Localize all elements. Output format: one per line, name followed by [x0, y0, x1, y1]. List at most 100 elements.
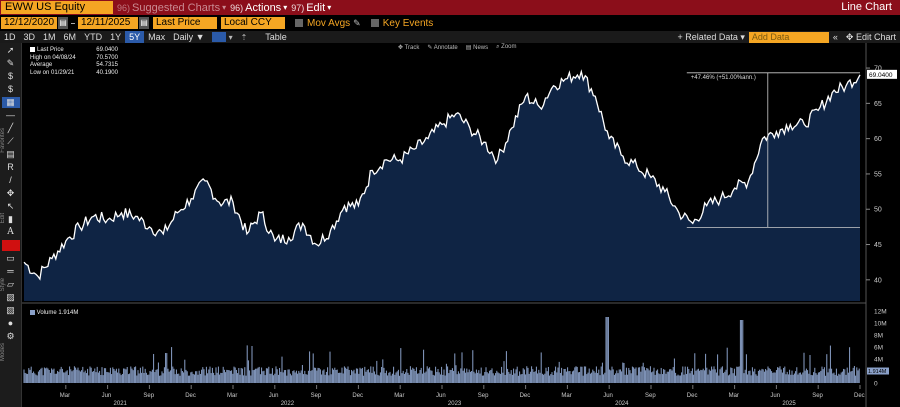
table-button[interactable]: Table [265, 32, 287, 42]
chart-type-label: Line Chart [841, 1, 892, 13]
chevron-down-icon: ▾ [222, 3, 227, 12]
trend-line-icon[interactable]: ╱ [7, 123, 14, 133]
period-1m[interactable]: 1M [43, 32, 56, 42]
zoom-button[interactable]: ⌕ Zoom [496, 44, 517, 50]
volume-tick-label: 12M [874, 309, 887, 316]
key-events-checkbox[interactable] [370, 19, 379, 27]
edit-label: Edit [306, 1, 326, 14]
legend-high-label: High on 04/08/24 [30, 54, 76, 61]
frequency-select[interactable]: Daily ▼ [169, 31, 208, 43]
style-label: Style [0, 278, 6, 292]
period-max[interactable]: Max [148, 32, 166, 42]
calendar-icon[interactable]: ▤ [139, 17, 149, 29]
currency-select[interactable]: Local CCY [221, 17, 285, 29]
grid-icon[interactable]: ▦ [1, 97, 20, 108]
volume-swatch [30, 310, 35, 315]
chevron-down-icon: ▼ [195, 32, 205, 42]
palette-icon[interactable]: ● [7, 318, 14, 328]
mov-avgs-label: Mov Avgs [307, 17, 351, 29]
price-tick-label: 60 [874, 136, 882, 143]
edit-menu[interactable]: 97) Edit ▾ [291, 0, 331, 15]
annotate-label: Annotate [433, 45, 458, 51]
annotate-button[interactable]: ✎ Annotate [427, 45, 458, 51]
edit-side-label: Edit [0, 213, 6, 224]
line-style-icon[interactable]: ▭ [6, 253, 15, 263]
time-tick-label: Sep [478, 393, 489, 399]
dollar-list-icon[interactable]: $ [7, 84, 13, 94]
annotation-label: +47.46% (+51.00%ann.) [691, 75, 756, 81]
annotation: +47.46% (+51.00%ann.) [686, 72, 860, 228]
time-tick-label: Mar [561, 393, 571, 399]
pen-icon[interactable]: / [9, 175, 12, 185]
price-tick-label: 70 [874, 66, 882, 73]
move-icon[interactable]: ✥ [6, 188, 15, 198]
color-swatch[interactable] [1, 240, 20, 251]
last-price-tag-label: 69.0400 [869, 72, 893, 79]
track-button[interactable]: ✥ Track [398, 45, 420, 51]
collapse-icon[interactable]: « [832, 32, 838, 42]
start-date-input[interactable]: 12/12/2020 [1, 17, 57, 29]
pointer-icon[interactable]: ➚ [6, 45, 15, 55]
dollar-list-icon[interactable]: $ [7, 71, 13, 81]
sticky-icon[interactable]: ▨ [6, 292, 15, 302]
news-label: News [473, 45, 489, 51]
trash-icon[interactable]: ▮ [8, 214, 13, 224]
news-button[interactable]: ▤ News [465, 45, 489, 51]
legend-last-price-text: Last Price [37, 47, 64, 54]
period-6m[interactable]: 6M [63, 32, 77, 42]
period-1y[interactable]: 1Y [110, 32, 122, 42]
chevron-down-icon[interactable]: ▾ [228, 32, 233, 42]
add-data-input[interactable]: Add Data [748, 31, 829, 43]
layers-icon[interactable]: ▧ [6, 305, 15, 315]
line-chart-icon[interactable] [211, 32, 226, 42]
mov-avgs-checkbox[interactable] [295, 19, 303, 27]
time-tick-label: Sep [311, 393, 322, 399]
time-tick-label: Mar [60, 393, 70, 399]
pencil-icon[interactable]: ✎ [6, 58, 15, 68]
period-bar: 1D 3D 1M 6M YTD 1Y 5Y Max Daily ▼ ▾ ⇡ Ta… [0, 31, 900, 43]
channel-icon[interactable]: ▤ [6, 149, 15, 159]
volume-tick-label: 10M [874, 321, 887, 328]
volume-axis: 12M10M8M6M4M2M01.914M [867, 309, 889, 388]
brush-icon[interactable]: ⟋ [7, 136, 14, 146]
price-area [24, 71, 860, 301]
related-data-button[interactable]: + Related Data ▾ [674, 31, 749, 43]
period-5y[interactable]: 5Y [125, 31, 145, 43]
calendar-icon[interactable]: ▤ [58, 17, 68, 29]
period-1d[interactable]: 1D [4, 32, 16, 42]
select-icon[interactable]: ↖ [6, 201, 15, 211]
suggested-charts-menu[interactable]: 96) Suggested Charts ▾ [117, 0, 226, 15]
price-tick-label: 45 [874, 242, 882, 249]
field-select[interactable]: Last Price [153, 17, 217, 29]
chevron-down-icon: ▾ [740, 32, 745, 42]
chevron-down-icon: ▾ [327, 3, 332, 12]
line-weight-icon[interactable]: ═ [7, 266, 14, 276]
volume-legend-value: 1.914M [58, 310, 79, 317]
eraser-icon[interactable]: ▱ [7, 279, 14, 289]
time-tick-label: Jun [436, 393, 446, 399]
time-tick-label: Sep [812, 393, 823, 399]
period-ytd[interactable]: YTD [84, 32, 103, 42]
title-bar: EWW US Equity 96) Suggested Charts ▾ 96)… [0, 0, 900, 15]
time-tick-label: Mar [394, 393, 404, 399]
time-tick-label: Dec [185, 393, 196, 399]
price-line [23, 69, 861, 281]
ticker-input[interactable]: EWW US Equity [1, 1, 113, 14]
text-icon[interactable]: A [7, 227, 14, 237]
gear-icon[interactable]: ⚙ [6, 331, 15, 341]
period-3d[interactable]: 3D [23, 32, 36, 42]
end-date-input[interactable]: 12/11/2025 [78, 17, 138, 29]
volume-legend: Volume 1.914M [30, 310, 78, 316]
regression-icon[interactable]: R [7, 162, 14, 172]
pencil-icon[interactable]: ✎ [353, 17, 361, 28]
cursor-icon[interactable]: ⇡ [240, 32, 248, 42]
time-tick-label: Sep [143, 393, 154, 399]
line-icon[interactable]: — [6, 110, 15, 120]
legend-low: Low on 01/29/21 40.1900 [30, 70, 118, 78]
left-toolbar: ➚ ✎ $ $ ▦ — ╱ ⟋ ▤ R / ✥ ↖ ▮ A ▭ ═ ▱ ▨ ▧ … [0, 43, 22, 407]
edit-chart-button[interactable]: ✥ Edit Chart [842, 31, 900, 43]
volume-tick-label: 8M [874, 333, 883, 340]
actions-menu[interactable]: 96) Actions ▾ [230, 0, 287, 15]
edit-chart-label: Edit Chart [855, 32, 896, 42]
